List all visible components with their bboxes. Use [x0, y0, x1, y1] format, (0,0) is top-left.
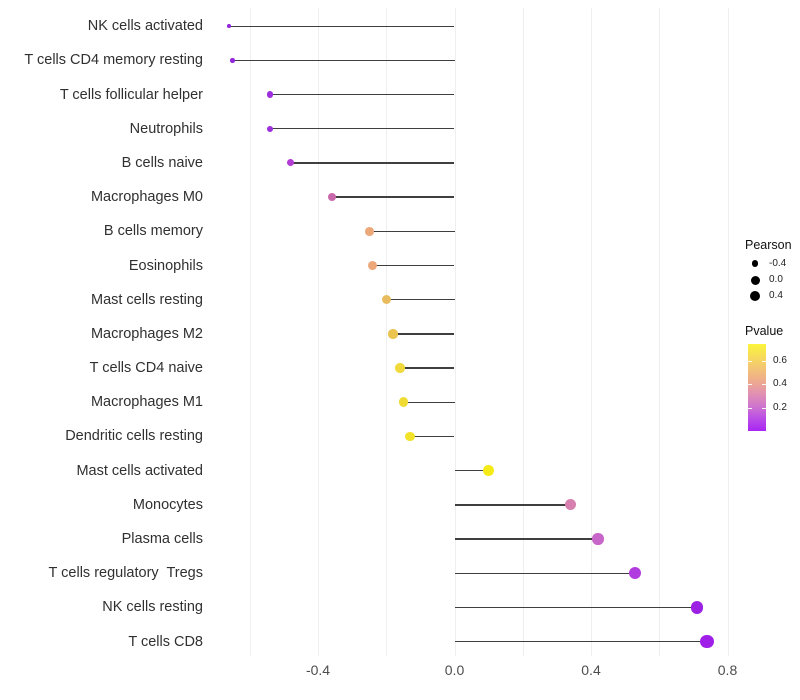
pearson-size-dot [751, 260, 759, 267]
category-label: T cells CD4 naive [89, 360, 203, 377]
lollipop-stem [386, 299, 455, 301]
lollipop-dot [287, 159, 295, 167]
lollipop-dot [368, 261, 378, 270]
colorbar-tick [762, 384, 766, 386]
lollipop-dot [592, 533, 604, 545]
category-label: T cells regulatory Tregs [48, 565, 203, 582]
lollipop-stem [232, 59, 455, 62]
category-label: NK cells activated [87, 18, 203, 35]
lollipop-stem [331, 196, 455, 198]
colorbar-tick [762, 360, 766, 362]
lollipop-stem [403, 401, 455, 403]
lollipop-dot [395, 363, 405, 373]
lollipop-dot [364, 226, 374, 236]
pvalue-legend-title: Pvalue [745, 324, 784, 338]
category-label: B cells memory [103, 223, 203, 240]
pearson-size-label: 0.0 [769, 274, 783, 285]
category-label: Mast cells resting [90, 291, 203, 308]
gridline [386, 8, 388, 656]
lollipop-dot [483, 465, 494, 476]
lollipop-stem [454, 504, 571, 506]
x-tick-label: 0.0 [444, 662, 465, 678]
lollipop-stem [454, 538, 598, 540]
lollipop-stem [399, 367, 455, 369]
category-label: Eosinophils [128, 257, 203, 274]
category-label: T cells CD8 [128, 633, 203, 650]
x-tick-label: 0.4 [581, 662, 601, 678]
pvalue-tick-label: 0.6 [773, 354, 787, 366]
lollipop-stem [454, 469, 489, 472]
lollipop-dot [700, 635, 714, 649]
pvalue-colorbar [748, 344, 766, 431]
lollipop-dot [690, 601, 703, 614]
pearson-size-label: -0.4 [769, 257, 787, 269]
category-label: Neutrophils [129, 120, 203, 137]
lollipop-stem [270, 93, 455, 96]
pearson-size-label: 0.4 [769, 290, 783, 302]
category-label: T cells CD4 memory resting [24, 52, 203, 69]
lollipop-stem [270, 128, 455, 130]
lollipop-dot [267, 125, 274, 132]
lollipop-stem [290, 162, 455, 164]
pvalue-tick-label: 0.2 [773, 401, 787, 413]
gridline [318, 8, 319, 656]
gridline [249, 8, 251, 656]
lollipop-stem [454, 572, 636, 574]
gridline [727, 8, 729, 656]
lollipop-stem [454, 640, 708, 643]
x-tick-label: 0.8 [717, 662, 738, 678]
lollipop-stem [393, 333, 455, 335]
pvalue-tick-label: 0.4 [773, 378, 787, 390]
lollipop-dot [388, 329, 398, 339]
lollipop-dot [405, 431, 416, 442]
category-label: Macrophages M2 [90, 325, 203, 342]
lollipop-dot [230, 58, 235, 63]
colorbar-tick [748, 360, 752, 362]
category-label: NK cells resting [102, 599, 203, 616]
lollipop-dot [267, 91, 274, 98]
lollipop-dot [327, 193, 336, 202]
lollipop-stem [369, 230, 455, 233]
category-label: T cells follicular helper [59, 86, 203, 103]
category-label: Macrophages M0 [90, 189, 203, 206]
gridline [522, 8, 524, 656]
colorbar-tick [748, 384, 752, 386]
lollipop-dot [398, 397, 409, 408]
lollipop-dot [381, 295, 391, 305]
pearson-size-dot [750, 275, 760, 285]
lollipop-stem [454, 606, 697, 609]
lollipop-dot [227, 24, 232, 28]
gridline [659, 8, 661, 656]
gridline [591, 8, 592, 656]
colorbar-tick [748, 407, 752, 409]
lollipop-stem [372, 264, 455, 267]
colorbar-tick [762, 407, 766, 409]
lollipop-dot [629, 567, 642, 580]
category-label: Macrophages M1 [90, 394, 203, 411]
gridline [454, 8, 456, 656]
category-label: Plasma cells [121, 531, 203, 548]
category-label: Dendritic cells resting [65, 428, 203, 445]
category-label: B cells naive [121, 154, 203, 171]
category-label: Monocytes [132, 496, 203, 513]
x-tick-label: -0.4 [305, 662, 331, 678]
category-label: Mast cells activated [76, 462, 203, 479]
lollipop-stem [229, 25, 455, 27]
pearson-size-dot [749, 291, 761, 302]
pearson-legend-title: Pearson [745, 238, 792, 252]
lollipop-dot [565, 499, 577, 511]
lollipop-stem [410, 435, 455, 438]
